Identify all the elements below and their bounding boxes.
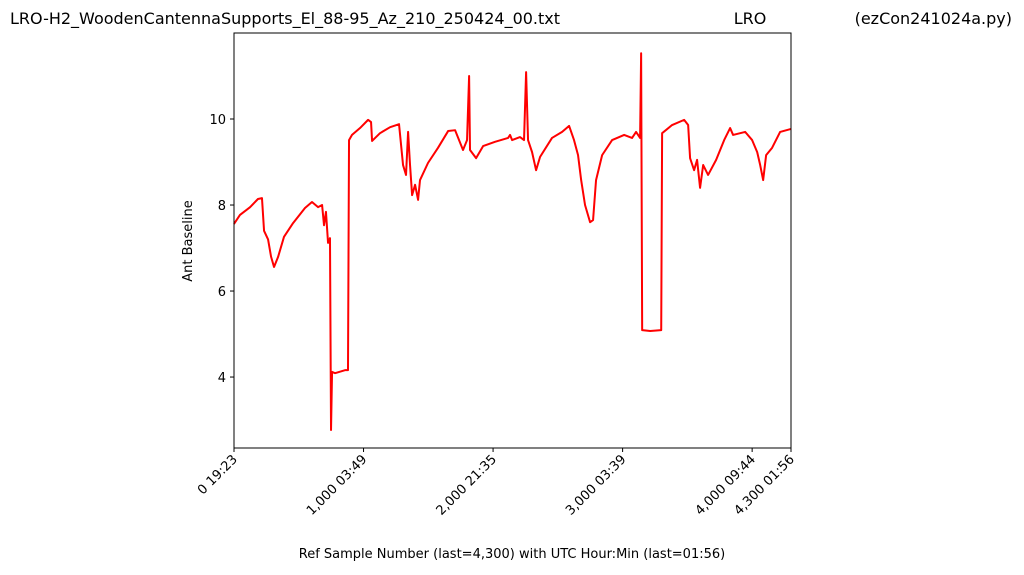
y-axis-label: Ant Baseline xyxy=(181,200,196,281)
y-tick-label: 6 xyxy=(218,285,226,300)
x-tick-label: 0 19:23 xyxy=(195,452,241,498)
annotation: (ezCon241024a.py) xyxy=(855,9,1012,28)
x-tick-label: 2,000 21:35 xyxy=(434,452,500,518)
y-tick-label: 8 xyxy=(218,199,226,214)
plot-frame xyxy=(233,32,792,449)
y-tick-label: 4 xyxy=(218,371,226,386)
chart-title: LRO-H2_WoodenCantennaSupports_El_88-95_A… xyxy=(10,9,560,29)
y-tick-label: 10 xyxy=(209,113,226,128)
data-line xyxy=(233,52,792,431)
x-tick-label: 3,000 03:39 xyxy=(563,452,629,518)
chart-subtitle: LRO xyxy=(734,9,767,28)
x-tick-label: 1,000 03:49 xyxy=(304,452,370,518)
x-axis-label: Ref Sample Number (last=4,300) with UTC … xyxy=(299,547,725,562)
